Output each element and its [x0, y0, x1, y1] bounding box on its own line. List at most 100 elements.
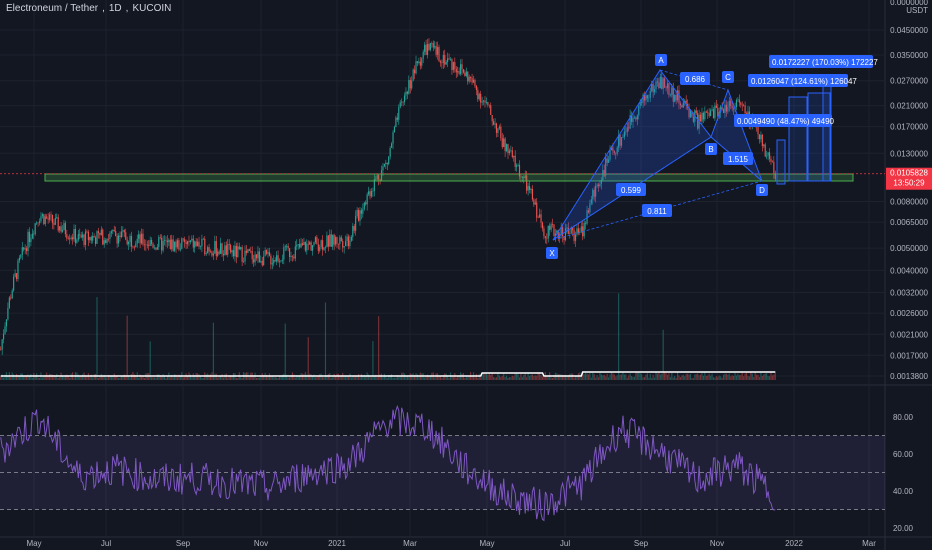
candle-body: [281, 259, 283, 261]
time-tick-label[interactable]: May: [26, 539, 41, 548]
volume-bar: [152, 377, 154, 380]
candle-body: [155, 247, 157, 250]
volume-bar: [688, 374, 690, 380]
harmonic-pattern: X A B C D 0.599 0.686 0.811 1.515 0.0172227 (170.…: [0, 54, 885, 259]
candle-body: [296, 244, 298, 247]
candle-body: [44, 216, 46, 225]
volume-bar: [349, 373, 351, 380]
volume-bar: [215, 373, 217, 380]
time-tick-label[interactable]: May: [479, 539, 494, 548]
volume-bar: [260, 376, 262, 380]
time-tick-label[interactable]: Nov: [710, 539, 724, 548]
symbol-interval[interactable]: 1D: [108, 3, 122, 14]
candle-body: [140, 233, 143, 244]
volume-bar: [128, 376, 130, 380]
candle-body: [330, 234, 332, 247]
volume-bar: [455, 377, 457, 380]
candle-body: [69, 238, 71, 240]
volume-bar: [149, 341, 151, 380]
symbol-name[interactable]: Electroneum / Tether: [6, 3, 99, 14]
volume-bar: [370, 377, 373, 380]
last-price-tag: [886, 167, 932, 190]
time-axis[interactable]: May Jul Sep Nov 2021 Mar May Jul Sep Nov 2022 Mar: [26, 539, 876, 548]
time-tick-label[interactable]: Jul: [101, 539, 111, 548]
candle-body: [194, 241, 196, 248]
volume-bar: [609, 374, 611, 380]
candle-body: [386, 162, 388, 165]
price-tick-label: 0.0350000: [890, 51, 928, 60]
candle-body: [99, 232, 101, 235]
candle-body: [342, 241, 344, 248]
time-tick-label[interactable]: Jul: [560, 539, 570, 548]
candle-body: [120, 231, 123, 237]
candle-body: [537, 217, 539, 219]
volume-bar: [143, 377, 145, 380]
time-tick-label[interactable]: 2022: [785, 539, 803, 548]
candle-body: [126, 239, 128, 245]
candle-body: [368, 191, 370, 195]
volume-bar: [668, 373, 670, 380]
candle-body: [76, 240, 78, 243]
candle-body: [514, 155, 516, 167]
volume-bar: [439, 375, 442, 380]
volume-bar: [622, 372, 624, 380]
volume-bar: [504, 377, 506, 380]
volume-bar: [428, 375, 430, 380]
time-tick-label[interactable]: Mar: [862, 539, 876, 548]
candle-body: [710, 110, 712, 117]
candle-body: [38, 221, 41, 223]
time-tick-label[interactable]: Sep: [634, 539, 649, 548]
candle-body: [641, 101, 643, 103]
volume-bar: [41, 377, 43, 380]
volume-bar: [606, 373, 608, 380]
candle-body: [541, 222, 544, 229]
price-tick-label: 0.0065000: [890, 218, 928, 227]
volume-bar: [106, 377, 108, 380]
volume-bar: [267, 376, 269, 380]
candle-body: [59, 226, 61, 231]
volume-bar: [332, 377, 334, 380]
candle-body: [133, 246, 135, 248]
pattern-point-label: A: [658, 56, 664, 65]
candle-body: [178, 240, 180, 250]
volume-bar: [18, 376, 20, 380]
volume-bar: [171, 374, 173, 380]
candle-body: [202, 238, 204, 240]
candle-body: [4, 326, 6, 334]
volume-bar: [559, 374, 561, 380]
candle-body: [350, 237, 352, 241]
volume-bar: [646, 373, 648, 380]
volume-bar: [392, 377, 394, 380]
time-tick-label[interactable]: Mar: [403, 539, 417, 548]
time-tick-label[interactable]: 2021: [328, 539, 346, 548]
volume-bar: [510, 377, 512, 380]
price-tick-label: 0.0080000: [890, 198, 928, 207]
volume-bar: [346, 376, 348, 380]
time-tick-label[interactable]: Sep: [176, 539, 191, 548]
volume-bar: [201, 377, 203, 380]
candle-body: [643, 94, 646, 101]
volume-bar: [133, 374, 135, 380]
volume-bar: [176, 377, 179, 380]
candle-body: [304, 241, 306, 251]
volume-bar: [567, 375, 569, 380]
volume-bar: [49, 373, 51, 380]
target-projection: [788, 96, 808, 182]
candle-body: [494, 123, 496, 125]
volume-bar: [126, 315, 128, 380]
price-axis[interactable]: 0.0450000 0.0350000 0.0270000 0.0210000 0.01…: [886, 0, 932, 533]
volume-bar: [117, 377, 120, 380]
volume-bar: [297, 375, 299, 380]
volume-bar: [179, 375, 181, 380]
candle-body: [685, 100, 687, 105]
candle-body: [518, 164, 521, 177]
volume-bar: [771, 375, 773, 380]
candle-body: [540, 214, 542, 223]
volume-bar: [51, 374, 54, 380]
volume-bar: [500, 376, 502, 380]
volume-bar: [339, 375, 341, 380]
time-tick-label[interactable]: Nov: [254, 539, 268, 548]
candle-body: [149, 240, 151, 246]
candle-body: [324, 247, 327, 248]
